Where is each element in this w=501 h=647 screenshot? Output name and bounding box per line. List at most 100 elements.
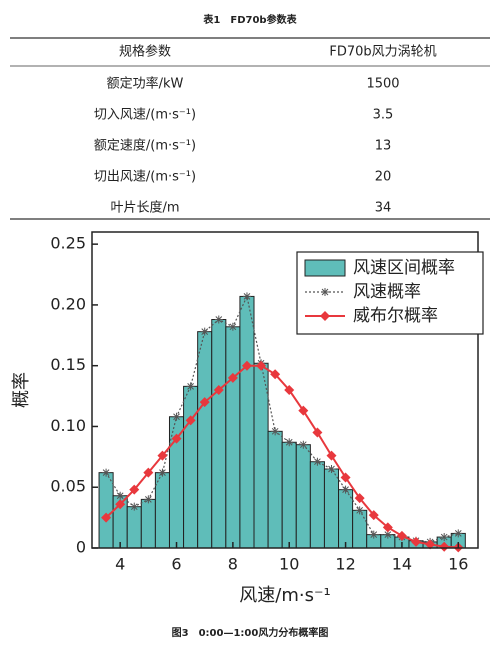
x-tick-label: 16 <box>448 555 468 574</box>
marker <box>158 468 167 477</box>
cell: 切入风速/(m·s⁻¹) <box>94 108 196 123</box>
marker <box>396 530 407 541</box>
marker <box>425 539 436 550</box>
marker <box>454 529 463 538</box>
marker <box>102 468 111 477</box>
marker <box>172 412 181 421</box>
bar <box>338 489 354 549</box>
marker <box>144 495 153 504</box>
marker <box>185 415 196 426</box>
cell: 34 <box>375 201 392 216</box>
marker <box>284 385 295 395</box>
bar <box>154 472 170 549</box>
marker <box>270 369 281 380</box>
y-tick-label: 0.25 <box>50 234 86 253</box>
cell: 叶片长度/m <box>110 200 179 216</box>
bar <box>140 498 156 549</box>
bar <box>309 461 325 549</box>
y-label: 概率 <box>11 372 32 408</box>
cell: 额定功率/kW <box>107 76 184 92</box>
marker <box>129 484 140 495</box>
cell: 额定速度/(m·s⁻¹) <box>94 138 196 154</box>
x-tick-label: 10 <box>279 555 299 574</box>
marker <box>227 372 238 383</box>
marker <box>340 472 351 483</box>
marker <box>186 382 195 391</box>
bar <box>126 506 142 549</box>
marker <box>354 493 365 504</box>
marker <box>326 450 337 461</box>
marker <box>312 427 323 438</box>
marker <box>411 536 422 547</box>
marker <box>242 292 251 301</box>
marker <box>241 360 252 371</box>
header-cell: FD70b风力涡轮机 <box>329 45 436 60</box>
x-tick-label: 6 <box>171 555 181 574</box>
marker <box>298 405 309 416</box>
y-tick-label: 0.15 <box>50 355 86 374</box>
marker <box>271 427 280 436</box>
marker <box>355 506 364 515</box>
marker <box>383 530 392 539</box>
marker <box>382 522 393 533</box>
y-tick-label: 0 <box>76 538 86 557</box>
marker <box>341 485 350 494</box>
legend-label: 风速概率 <box>353 282 421 302</box>
bar <box>211 319 227 549</box>
legend-label: 风速区间概率 <box>353 258 455 278</box>
series-line <box>105 294 459 543</box>
header-cell: 规格参数 <box>119 44 171 60</box>
marker <box>171 433 182 444</box>
bar <box>98 472 114 549</box>
x-tick-label: 8 <box>228 555 238 574</box>
y-tick-label: 0.05 <box>50 477 86 496</box>
cell: 13 <box>375 139 392 154</box>
marker <box>101 512 112 523</box>
cell: 切出风速/(m·s⁻¹) <box>94 170 196 185</box>
marker <box>157 450 168 461</box>
y-tick-label: 0.20 <box>50 294 86 313</box>
marker <box>256 360 267 371</box>
marker <box>143 467 154 478</box>
bar <box>267 430 283 549</box>
cell: 3.5 <box>373 108 394 123</box>
marker <box>440 533 449 542</box>
x-tick-label: 12 <box>335 555 355 574</box>
bar <box>225 326 241 549</box>
marker <box>213 385 224 395</box>
marker <box>130 502 139 511</box>
plot-frame <box>91 231 479 549</box>
caption: 图3 0:00—1:00风力分布概率图 <box>172 626 329 639</box>
marker <box>285 438 294 447</box>
x-label: 风速/m·s⁻¹ <box>239 585 330 606</box>
bar <box>239 295 255 549</box>
bar <box>352 509 368 549</box>
bar <box>281 441 297 549</box>
marker <box>200 327 209 336</box>
marker <box>116 491 125 500</box>
table-title: 表1 FD70b参数表 <box>202 13 297 26</box>
bar <box>253 362 269 549</box>
cell: 1500 <box>366 77 399 92</box>
cell: 20 <box>375 170 392 185</box>
x-tick-label: 4 <box>115 555 125 574</box>
bar <box>197 331 213 549</box>
legend-swatch <box>304 259 346 277</box>
marker <box>199 397 210 408</box>
marker <box>299 440 308 449</box>
x-tick-label: 14 <box>392 555 412 574</box>
legend-marker <box>321 288 329 296</box>
marker <box>368 510 379 521</box>
marker <box>214 315 223 324</box>
legend-marker <box>320 311 330 321</box>
marker <box>327 465 336 473</box>
marker <box>228 322 237 331</box>
legend-label: 威布尔概率 <box>353 306 438 326</box>
marker <box>369 530 378 539</box>
bar <box>295 444 311 549</box>
bar <box>323 468 340 549</box>
marker <box>439 541 450 552</box>
bar <box>183 385 199 549</box>
